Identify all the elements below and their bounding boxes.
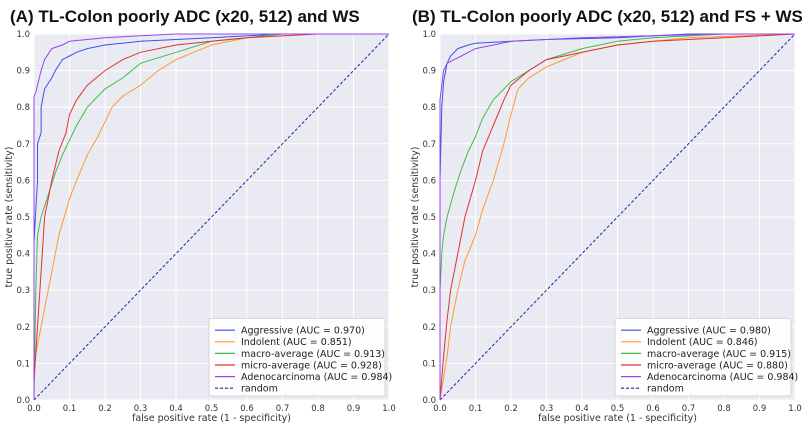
x-tick-label: 0.2 — [98, 404, 112, 414]
series-line-3 — [439, 33, 796, 401]
y-tick-label: 0.0 — [422, 396, 436, 406]
chart-title: (A) TL-Colon poorly ADC (x20, 512) and W… — [10, 7, 360, 26]
x-tick-label: 0.3 — [540, 404, 554, 414]
x-tick-label: 1.0 — [788, 404, 802, 414]
legend-entry: Adenocarcinoma (AUC = 0.984) — [647, 372, 798, 383]
chart-panel-b: (B) TL-Colon poorly ADC (x20, 512) and F… — [410, 7, 802, 424]
legend-entry: macro-average (AUC = 0.913) — [241, 349, 385, 360]
legend-entry: random — [241, 384, 278, 395]
x-tick-label: 1.0 — [382, 404, 396, 414]
y-tick-label: 0.3 — [16, 286, 30, 296]
x-tick-label: 0.4 — [169, 404, 183, 414]
chart-title: (B) TL-Colon poorly ADC (x20, 512) and F… — [412, 7, 802, 26]
y-tick-label: 0.2 — [422, 323, 436, 333]
legend-box — [614, 317, 792, 397]
x-tick-label: 0.0 — [27, 404, 41, 414]
y-axis-label: true positive rate (sensitivity) — [410, 147, 421, 288]
y-tick-label: 0.4 — [16, 250, 30, 260]
legend-entry: Indolent (AUC = 0.851) — [241, 337, 352, 348]
y-tick-label: 0.5 — [16, 213, 30, 223]
y-tick-label: 1.0 — [16, 30, 30, 40]
x-tick-label: 0.9 — [347, 404, 361, 414]
y-tick-label: 0.1 — [16, 359, 30, 369]
x-tick-label: 0.6 — [646, 404, 660, 414]
legend-entry: micro-average (AUC = 0.928) — [241, 360, 382, 371]
x-tick-label: 0.5 — [611, 404, 625, 414]
legend: Aggressive (AUC = 0.980)Indolent (AUC = … — [614, 317, 798, 397]
x-tick-label: 0.0 — [433, 404, 447, 414]
y-tick-label: 0.8 — [422, 103, 436, 113]
x-tick-label: 0.6 — [240, 404, 254, 414]
y-tick-label: 0.1 — [422, 359, 436, 369]
x-tick-label: 0.8 — [311, 404, 325, 414]
y-tick-label: 0.2 — [16, 323, 30, 333]
x-tick-label: 0.2 — [504, 404, 518, 414]
series-line-3 — [33, 33, 389, 400]
chart-panel-a: (A) TL-Colon poorly ADC (x20, 512) and W… — [4, 7, 396, 424]
legend-entry: Indolent (AUC = 0.846) — [647, 337, 758, 348]
legend: Aggressive (AUC = 0.970)Indolent (AUC = … — [208, 317, 392, 397]
x-tick-label: 0.4 — [575, 404, 589, 414]
y-tick-label: 0.5 — [422, 213, 436, 223]
y-tick-label: 1.0 — [422, 30, 436, 40]
x-tick-label: 0.8 — [717, 404, 731, 414]
y-tick-label: 0.8 — [16, 103, 30, 113]
legend-entry: Adenocarcinoma (AUC = 0.984) — [241, 372, 392, 383]
x-tick-label: 0.1 — [469, 404, 483, 414]
legend-entry: Aggressive (AUC = 0.980) — [647, 326, 771, 337]
series-line-0 — [439, 33, 795, 400]
y-tick-label: 0.0 — [16, 396, 30, 406]
series-line-0 — [33, 33, 389, 400]
y-tick-label: 0.3 — [422, 286, 436, 296]
y-tick-label: 0.9 — [16, 67, 30, 77]
legend-entry: random — [647, 384, 684, 395]
series-line-4 — [33, 33, 389, 400]
x-axis-label: false positive rate (1 - specificity) — [538, 413, 697, 424]
y-tick-label: 0.7 — [422, 140, 436, 150]
series-line-1 — [33, 33, 389, 400]
x-tick-label: 0.3 — [134, 404, 148, 414]
legend-entry: Aggressive (AUC = 0.970) — [241, 326, 365, 337]
x-tick-label: 0.1 — [63, 404, 77, 414]
x-tick-label: 0.5 — [205, 404, 219, 414]
y-tick-label: 0.9 — [422, 67, 436, 77]
y-tick-label: 0.6 — [422, 176, 436, 186]
legend-box — [208, 317, 386, 397]
x-tick-label: 0.7 — [682, 404, 696, 414]
y-tick-label: 0.7 — [16, 140, 30, 150]
legend-entry: micro-average (AUC = 0.880) — [647, 360, 788, 371]
x-tick-label: 0.7 — [276, 404, 290, 414]
x-axis-label: false positive rate (1 - specificity) — [132, 413, 291, 424]
y-tick-label: 0.6 — [16, 176, 30, 186]
y-tick-label: 0.4 — [422, 250, 436, 260]
x-tick-label: 0.9 — [753, 404, 767, 414]
legend-entry: macro-average (AUC = 0.915) — [647, 349, 791, 360]
series-line-2 — [439, 33, 795, 400]
y-axis-label: true positive rate (sensitivity) — [4, 147, 15, 288]
series-line-4 — [439, 33, 795, 400]
